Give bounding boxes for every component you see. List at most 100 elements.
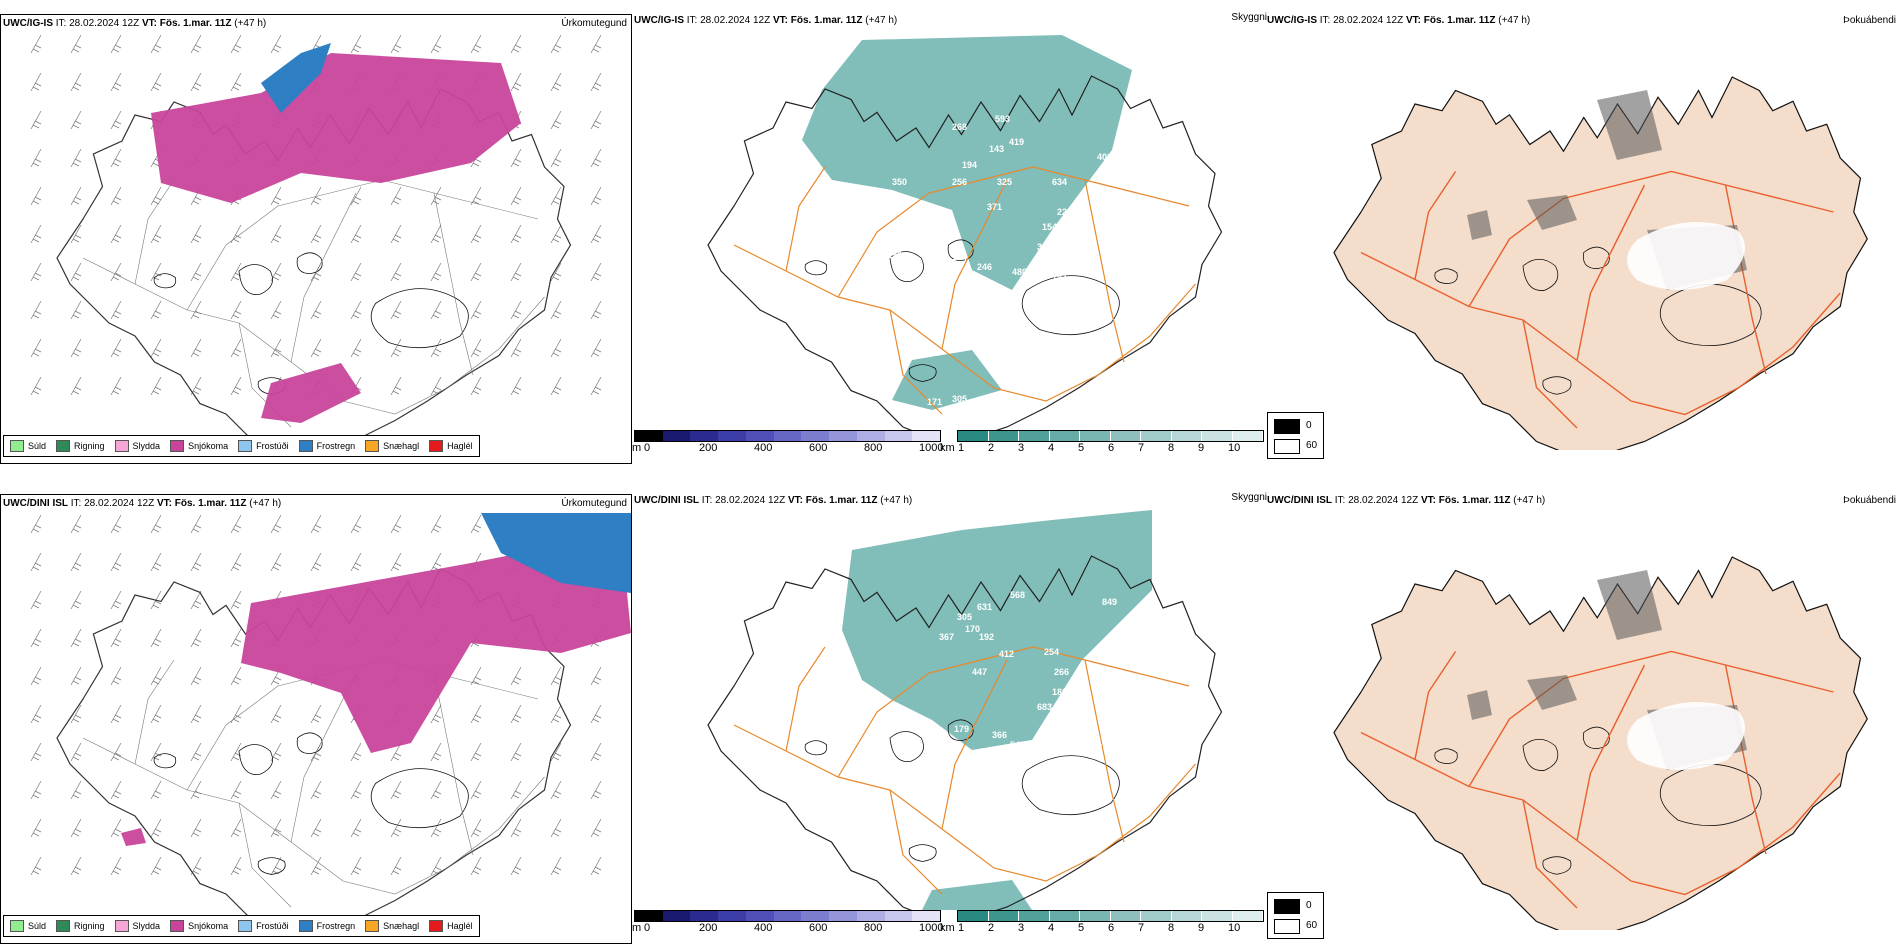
- cloud-base-value: 419: [1009, 137, 1024, 147]
- cloud-base-value: 143: [989, 144, 1004, 154]
- colorbar-tick: 8: [1168, 922, 1175, 934]
- colorbar-segment: [1202, 431, 1233, 441]
- legend-label: Snjókoma: [188, 921, 229, 931]
- glacier-outline: [153, 273, 177, 289]
- colorbar-segment: [1019, 431, 1050, 441]
- vt-value: Fös. 1.mar. 11Z: [174, 498, 247, 509]
- cloud-base-value: 107: [1152, 157, 1167, 167]
- wind-barb: [70, 186, 82, 206]
- wind-barb: [230, 338, 242, 358]
- wind-barb: [110, 742, 122, 762]
- wind-barb: [190, 262, 202, 282]
- fog-map: [1333, 76, 1868, 450]
- legend-item: Snæhagl: [365, 440, 419, 452]
- wind-barb: [110, 552, 122, 572]
- legend-swatch: [170, 440, 185, 452]
- cloud-area: [842, 510, 1152, 750]
- precip-legend: Súld Rigning Slydda Snjókoma Frostúði Frostre…: [3, 435, 480, 457]
- wind-barb: [150, 376, 162, 396]
- cloud-base-value: 634: [1052, 177, 1067, 187]
- wind-barb: [510, 704, 522, 724]
- wind-barb: [190, 300, 202, 320]
- wind-barb: [550, 110, 562, 130]
- wind-barb: [150, 818, 162, 838]
- road-line: [186, 179, 539, 311]
- wind-barb: [350, 856, 362, 876]
- wind-barb: [590, 376, 602, 396]
- colorbar-segment: [1232, 911, 1263, 921]
- visibility-panel: UWC/DINI ISL IT: 28.02.2024 12Z VT: Fös.…: [632, 492, 1267, 947]
- snow-area: [121, 828, 146, 846]
- wind-barb: [150, 628, 162, 648]
- fog-value-0: 0: [1306, 900, 1312, 911]
- wind-barb: [510, 376, 522, 396]
- fog-shading: [1527, 195, 1577, 230]
- colorbar-segment: [1049, 431, 1080, 441]
- wind-barb: [70, 72, 82, 92]
- model-name: UWC/DINI ISL: [634, 495, 699, 506]
- legend-label: Haglél: [447, 921, 473, 931]
- colorbar-segment: [1171, 911, 1202, 921]
- legend-label: Rigning: [74, 441, 105, 451]
- legend-item: Snjókoma: [170, 920, 228, 932]
- legend-label: Súld: [28, 921, 47, 931]
- legend-swatch: [365, 440, 380, 452]
- wind-barb: [470, 186, 482, 206]
- legend-label: Slydda: [132, 921, 161, 931]
- road-line: [1522, 319, 1578, 429]
- wind-barb: [230, 300, 242, 320]
- wind-barb: [550, 34, 562, 54]
- freezing-rain-area: [261, 43, 331, 113]
- model-name: UWC/IG-IS: [634, 15, 684, 26]
- road-line: [134, 659, 175, 765]
- wind-barb: [30, 34, 42, 54]
- fog-shading: [1467, 690, 1492, 720]
- wind-barb: [110, 148, 122, 168]
- wind-barb: [70, 666, 82, 686]
- wind-barb: [590, 704, 602, 724]
- road-line: [837, 646, 1190, 778]
- fog-indicator-panel: UWC/IG-IS IT: 28.02.2024 12Z VT: Fös. 1.…: [1267, 12, 1900, 467]
- legend-label: Snjókoma: [188, 441, 229, 451]
- glacier-outline: [1522, 738, 1559, 771]
- wind-barb: [270, 300, 282, 320]
- colorbar-segment: [829, 911, 857, 921]
- cloud-base-value: 593: [995, 114, 1010, 124]
- wind-barb: [310, 780, 322, 800]
- fog-clear-area: [1627, 222, 1745, 290]
- glacier-outline: [1659, 763, 1762, 826]
- colorbar-segment: [958, 431, 989, 441]
- colorbar-tick: 3: [1018, 922, 1025, 934]
- wind-barb: [350, 186, 362, 206]
- wind-barb: [430, 742, 442, 762]
- colorbar-segment: [690, 431, 719, 441]
- glacier-outline: [257, 857, 286, 875]
- colorbar-segment: [884, 911, 913, 921]
- colorbar-segment: [662, 911, 691, 921]
- wind-barb: [590, 186, 602, 206]
- colorbar-unit: km: [940, 442, 955, 454]
- colorbar-segment: [884, 431, 913, 441]
- cloud-base-value: 194: [962, 160, 977, 170]
- wind-barb: [470, 34, 482, 54]
- road-line: [82, 737, 545, 895]
- colorbar-tick: 1000: [919, 442, 944, 454]
- snow-area: [261, 363, 361, 423]
- wind-barb: [110, 72, 122, 92]
- vt-label: VT:: [1420, 495, 1436, 506]
- fog-value-60: 60: [1306, 440, 1318, 451]
- glacier-outline: [1434, 748, 1458, 764]
- cloud-base-colorbar: [634, 430, 941, 442]
- legend-item: Súld: [10, 440, 46, 452]
- it-value: 28.02.2024 12Z: [84, 498, 155, 509]
- wind-barb: [110, 704, 122, 724]
- fog-panel-title: UWC/DINI ISL IT: 28.02.2024 12Z VT: Fös.…: [1267, 495, 1545, 506]
- model-name: UWC/IG-IS: [3, 18, 53, 29]
- road-line: [1360, 251, 1841, 416]
- precip-product-label: Úrkomutegund: [561, 18, 627, 29]
- wind-barb: [590, 742, 602, 762]
- wind-barb: [270, 34, 282, 54]
- glacier-outline: [370, 288, 469, 349]
- colorbar-tick: 7: [1138, 442, 1145, 454]
- legend-item: Slydda: [114, 440, 160, 452]
